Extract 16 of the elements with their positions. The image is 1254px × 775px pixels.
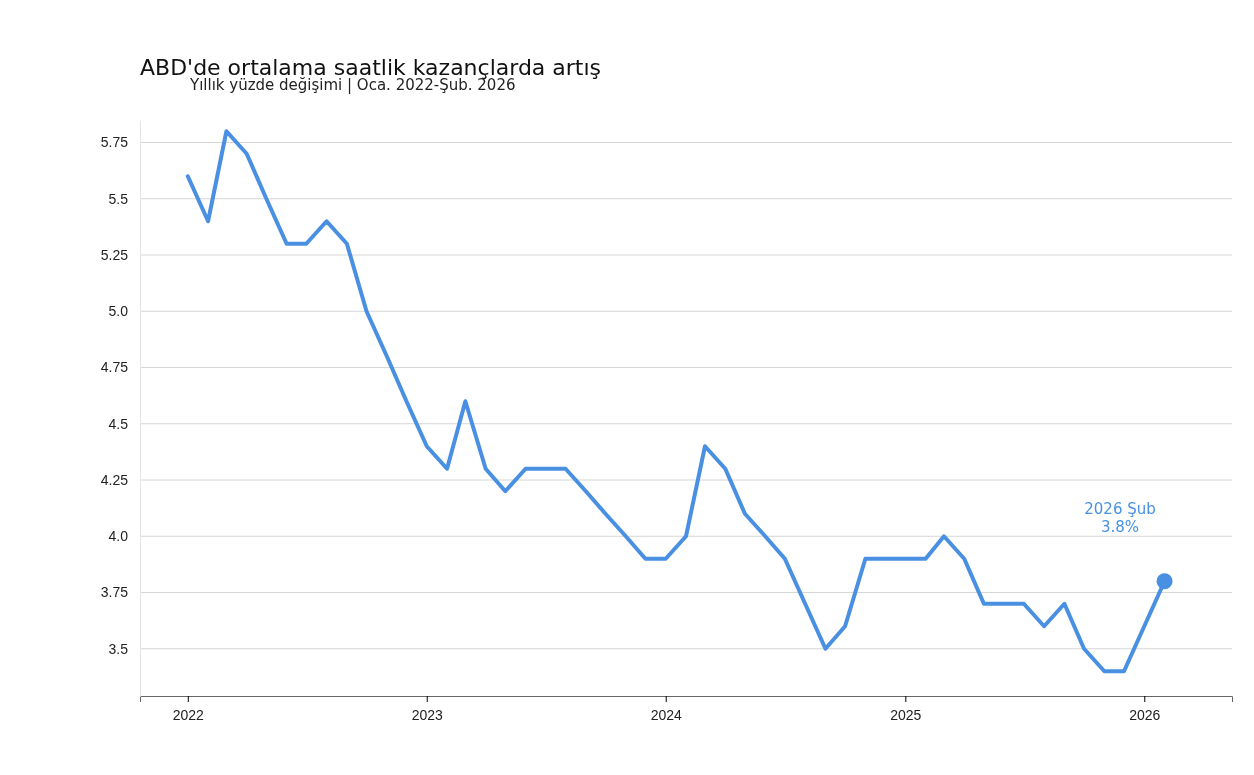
y-tick-label: 5.25 (100, 246, 129, 263)
y-tick-label: 3.75 (100, 584, 129, 601)
y-tick-label: 4.0 (108, 528, 129, 545)
y-tick-label: 5.5 (108, 190, 129, 207)
y-tick-label: 5.0 (108, 303, 129, 320)
annotation: 2026 Şub 3.8% (1084, 499, 1156, 536)
x-tick-label: 2022 (172, 707, 205, 724)
x-tick-label: 2026 (1129, 707, 1161, 724)
y-tick-label: 4.5 (108, 415, 129, 432)
x-tick-label: 2023 (411, 707, 444, 724)
y-tick-label: 4.25 (100, 471, 129, 488)
y-tick-label: 4.75 (100, 359, 129, 376)
y-tick-label: 5.75 (100, 134, 129, 151)
x-tick-label: 2025 (890, 707, 922, 724)
y-tick-label: 3.5 (108, 640, 129, 657)
x-tick-label: 2024 (650, 707, 682, 724)
